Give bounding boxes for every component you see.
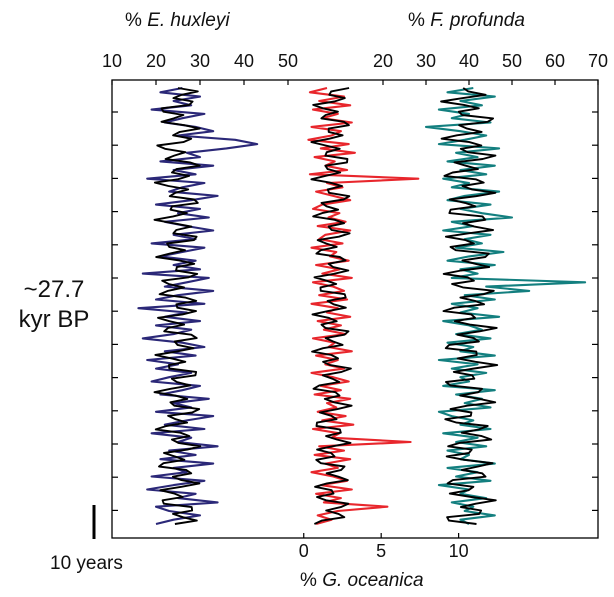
age-annotation-line2: kyr BP bbox=[18, 306, 90, 333]
gocea-tick-label: 5 bbox=[376, 541, 387, 561]
fpro-axis-prefix: % bbox=[408, 10, 431, 31]
fpro-tick-label: 20 bbox=[372, 51, 394, 71]
ehux-axis-name: E. huxleyi bbox=[147, 10, 230, 31]
fpro-tick-label: 50 bbox=[501, 51, 523, 71]
fpro-raw-line bbox=[424, 86, 587, 525]
fpro-axis-title: % F. profunda bbox=[408, 10, 525, 32]
ehux-tick-label: 50 bbox=[277, 51, 299, 71]
gocea-raw-line bbox=[307, 86, 420, 526]
ehux-axis-title: % E. huxleyi bbox=[125, 10, 230, 32]
age-annotation-line1: ~27.7 bbox=[23, 276, 85, 303]
fpro-tick-label: 60 bbox=[544, 51, 566, 71]
gocea-tick-label: 0 bbox=[298, 541, 309, 561]
fpro-tick-label: 30 bbox=[415, 51, 437, 71]
ehux-tick-label: 30 bbox=[189, 51, 211, 71]
gocea-tick-label: 10 bbox=[448, 541, 469, 561]
gocea-smoothed-line bbox=[310, 87, 353, 525]
fpro-smoothed-line bbox=[440, 87, 499, 525]
scale-bar-label: 10 years bbox=[50, 553, 123, 574]
gocea-axis-title: % G. oceanica bbox=[300, 570, 424, 592]
plot-frame bbox=[111, 79, 599, 539]
ehux-tick-label: 40 bbox=[233, 51, 255, 71]
gocea-axis-prefix: % bbox=[300, 570, 323, 591]
fpro-tick-label: 40 bbox=[458, 51, 480, 71]
y-tick-marks bbox=[112, 111, 598, 511]
series-layer bbox=[137, 86, 587, 526]
ehux-tick-label: 10 bbox=[101, 51, 123, 71]
ehux-smoothed-line bbox=[153, 87, 202, 525]
ehux-raw-line bbox=[137, 86, 259, 526]
ehux-axis-prefix: % bbox=[125, 10, 148, 31]
gocea-axis-name: G. oceanica bbox=[322, 570, 424, 591]
fpro-tick-label: 70 bbox=[587, 51, 609, 71]
fpro-axis-name: F. profunda bbox=[430, 10, 525, 31]
plot-border bbox=[111, 79, 599, 539]
ehux-tick-label: 20 bbox=[145, 51, 167, 71]
age-annotation: ~27.7 kyr BP bbox=[2, 275, 106, 335]
x-tick-marks bbox=[111, 80, 599, 538]
